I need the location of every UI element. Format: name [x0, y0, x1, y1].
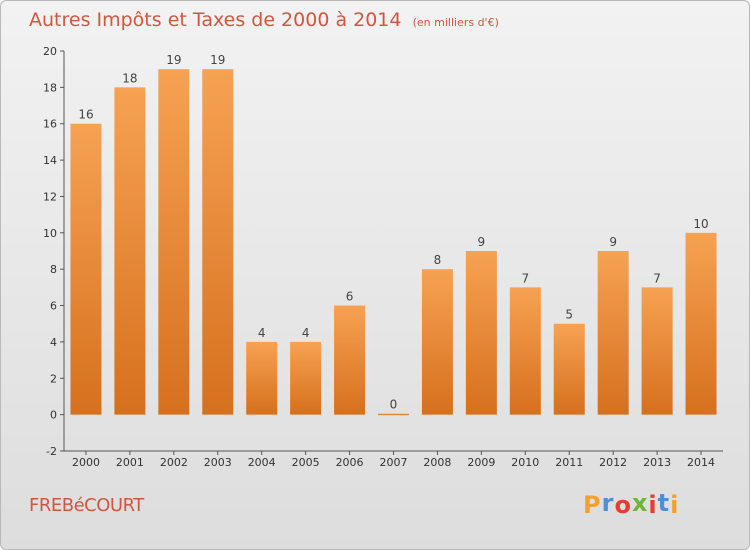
town-name: FREBéCOURT — [29, 495, 144, 516]
y-tick-label: 14 — [43, 154, 57, 167]
value-label: 9 — [478, 235, 486, 249]
x-tick-label: 2011 — [555, 456, 583, 469]
y-tick-label: 2 — [50, 372, 57, 385]
x-tick-label: 2005 — [292, 456, 320, 469]
bar-2001 — [114, 87, 146, 415]
y-tick-label: -2 — [46, 445, 57, 458]
logo-letter: o — [614, 491, 632, 519]
bar-2011 — [553, 323, 585, 415]
value-label: 4 — [258, 326, 266, 340]
bar-2002 — [158, 69, 190, 415]
labels: -2 0 2 4 6 8 10 12 14 16 18 20 2000 16 2001 18 2002 19 200… — [43, 45, 715, 469]
x-tick-label: 2001 — [116, 456, 144, 469]
bar-2000 — [70, 123, 102, 415]
bar-2006 — [334, 305, 366, 415]
value-label: 7 — [653, 271, 661, 285]
bar-2014 — [685, 232, 717, 415]
bar-2003 — [202, 69, 234, 415]
y-tick-label: 20 — [43, 45, 57, 58]
x-tick-label: 2003 — [204, 456, 232, 469]
value-label: 4 — [302, 326, 310, 340]
y-tick-label: 12 — [43, 190, 57, 203]
y-tick-label: 16 — [43, 118, 57, 131]
title-row: Autres Impôts et Taxes de 2000 à 2014 (e… — [29, 9, 499, 31]
chart-title: Autres Impôts et Taxes de 2000 à 2014 — [29, 9, 402, 31]
x-tick-label: 2009 — [467, 456, 495, 469]
x-tick-label: 2007 — [380, 456, 408, 469]
x-tick-label: 2008 — [423, 456, 451, 469]
x-tick-label: 2010 — [511, 456, 539, 469]
logo-letter: r — [601, 489, 615, 517]
bars — [70, 69, 717, 416]
value-label: 19 — [166, 53, 181, 67]
logo-letter: i — [648, 491, 658, 519]
value-label: 8 — [434, 253, 442, 267]
bar-2008 — [421, 269, 453, 415]
value-label: 16 — [78, 108, 93, 122]
proxiti-logo[interactable]: Proxiti — [583, 489, 680, 519]
value-label: 9 — [609, 235, 617, 249]
value-label: 18 — [122, 71, 137, 85]
value-label: 5 — [565, 308, 573, 322]
value-label: 0 — [390, 398, 398, 412]
y-tick-label: 8 — [50, 263, 57, 276]
bar-2005 — [290, 341, 322, 415]
bar-2009 — [465, 251, 497, 415]
bar-2012 — [597, 251, 629, 415]
y-tick-label: 6 — [50, 300, 57, 313]
x-tick-label: 2000 — [72, 456, 100, 469]
y-tick-label: 10 — [43, 227, 57, 240]
value-label: 6 — [346, 290, 354, 304]
bar-2010 — [509, 287, 541, 415]
x-tick-label: 2013 — [643, 456, 671, 469]
bar-2013 — [641, 287, 673, 415]
y-tick-label: 4 — [50, 336, 57, 349]
y-tick-label: 18 — [43, 81, 57, 94]
value-label: 7 — [521, 271, 529, 285]
x-tick-label: 2006 — [336, 456, 364, 469]
x-tick-label: 2012 — [599, 456, 627, 469]
bar-2007 — [378, 413, 409, 416]
value-label: 10 — [693, 217, 708, 231]
x-tick-label: 2014 — [687, 456, 715, 469]
x-tick-label: 2002 — [160, 456, 188, 469]
axes — [60, 50, 723, 455]
y-tick-label: 0 — [50, 409, 57, 422]
logo-letter: x — [631, 489, 649, 517]
x-tick-label: 2004 — [248, 456, 276, 469]
logo-letter: P — [583, 491, 602, 519]
chart-subtitle: (en milliers d'€) — [412, 16, 499, 29]
logo-letter: i — [670, 491, 680, 519]
bar-2004 — [246, 341, 278, 415]
logo-letter: t — [657, 489, 671, 517]
value-label: 19 — [210, 53, 225, 67]
